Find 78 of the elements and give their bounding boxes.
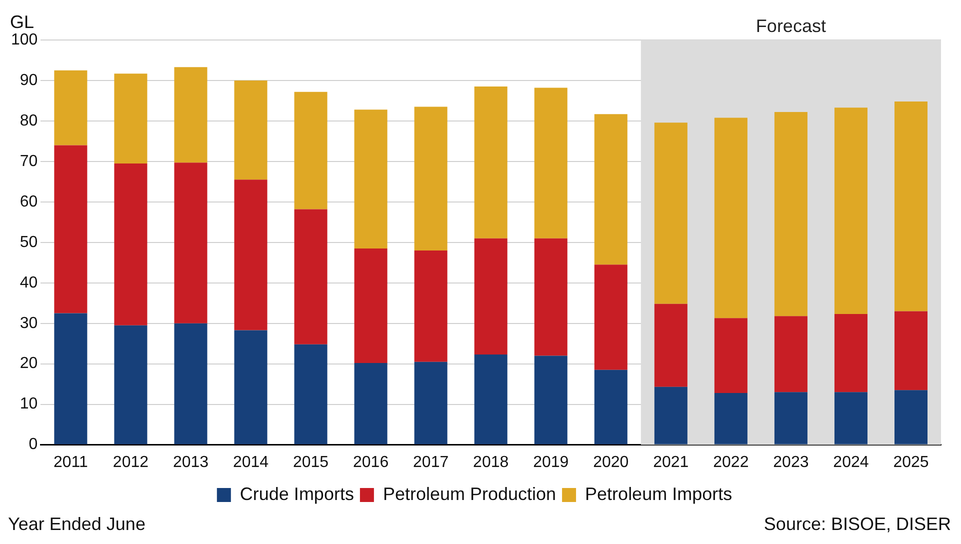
bar [774,316,808,392]
bar [894,311,928,390]
bar [54,70,88,146]
bar [114,163,148,326]
x-tick-label: 2025 [893,454,929,471]
bar [474,86,508,238]
bar [654,304,688,387]
x-tick-label: 2019 [533,454,569,471]
bar [414,106,448,250]
bar [714,118,748,318]
legend-label: Crude Imports [240,484,354,504]
y-tick-label: 10 [20,396,38,413]
x-tick-label: 2016 [353,454,389,471]
bar [354,110,388,248]
bar [174,67,208,163]
legend-label: Petroleum Production [382,484,556,504]
bar [834,108,868,314]
x-tick-label: 2020 [593,454,629,471]
x-tick-label: 2011 [54,454,88,471]
y-tick-label: 40 [20,274,38,292]
bar [774,392,808,444]
bar [714,318,748,393]
y-tick-label: 30 [20,314,38,332]
y-tick-label: 20 [20,355,38,372]
bar [174,162,208,324]
x-tick-label: 2021 [653,454,689,471]
x-tick-label: 2014 [232,454,269,471]
y-tick-label: 100 [10,31,38,48]
bar [594,370,628,444]
bar [234,330,268,444]
source-note: Source: BISOE, DISER [764,514,951,534]
legend-label: Petroleum Imports [585,484,732,504]
bar [894,102,928,312]
bar [654,122,688,304]
bar [54,313,88,444]
bar [714,392,748,444]
y-tick-label: 60 [20,193,38,210]
bar [54,145,88,314]
bar [474,354,508,444]
bar [354,248,388,364]
x-tick-label: 2015 [292,454,329,471]
bar [894,390,928,444]
bar [774,112,808,316]
bar [534,356,568,444]
bar [534,88,568,238]
y-tick-label: 0 [28,436,38,454]
x-tick-label: 2013 [172,454,209,471]
x-tick-label: 2022 [713,454,749,471]
bar [294,92,328,210]
bar [114,325,148,444]
y-tick-label: 90 [20,72,38,89]
y-axis-title: GL [10,12,34,32]
x-tick-label: 2023 [773,454,809,471]
bar [234,180,268,330]
bar [234,80,268,180]
bar [654,386,688,444]
bar [414,250,448,362]
x-tick-label: 2012 [112,454,149,471]
bar [294,344,328,444]
bar [594,114,628,265]
y-tick-label: 80 [20,112,38,130]
band-label: Forecast [756,16,826,36]
x-tick-label: 2017 [413,454,449,471]
bar [114,74,148,164]
y-tick-label: 50 [20,234,38,251]
bar [534,238,568,356]
x-tick-label: 2018 [473,454,509,471]
bar [174,323,208,444]
bar [414,362,448,444]
bar [474,238,508,355]
bar [294,209,328,344]
bar [834,392,868,444]
bar [594,264,628,370]
x-tick-label: 2024 [833,454,869,471]
bar [834,314,868,392]
y-tick-label: 70 [20,152,38,170]
x-axis-title: Year Ended June [8,514,146,534]
bar [354,363,388,444]
